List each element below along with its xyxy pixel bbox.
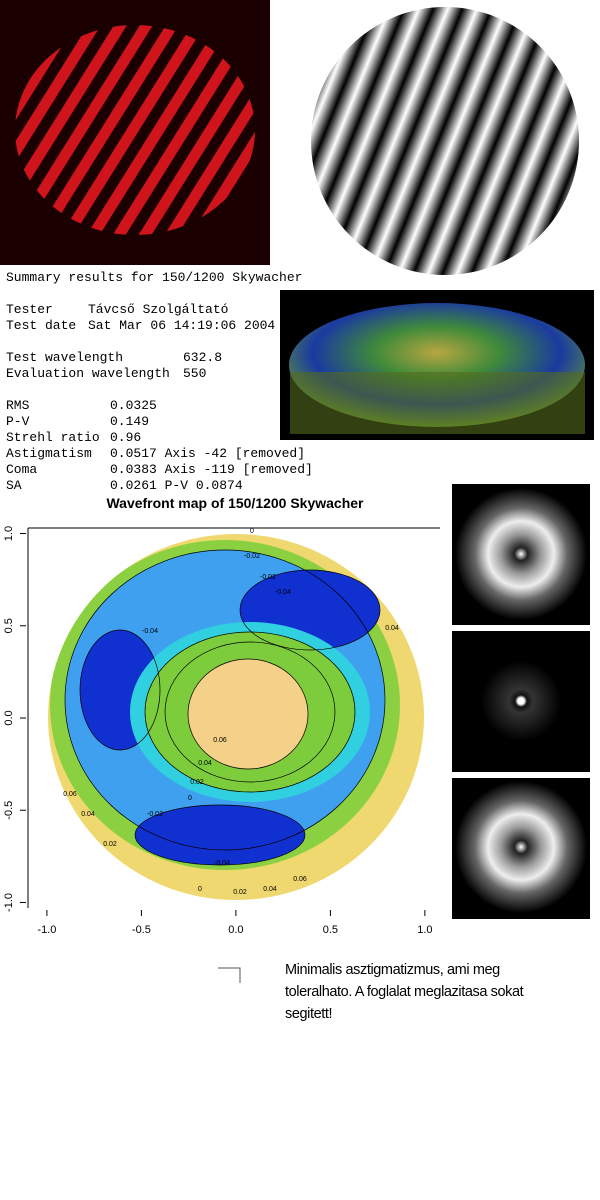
contour-label: 0.06 — [293, 876, 307, 883]
summary-label: Evaluation wavelength — [6, 366, 170, 381]
synthetic-fringes — [311, 7, 579, 275]
summary-label: SA — [6, 478, 22, 493]
y-tick-label: 0.0 — [3, 710, 15, 725]
summary-value: 0.149 — [110, 414, 149, 429]
summary-label: Tester — [6, 302, 53, 317]
summary-value: 0.96 — [110, 430, 141, 445]
contour-label: -0.04 — [275, 589, 291, 596]
contour-label: -0.02 — [147, 811, 163, 818]
summary-value: 0.0261 P-V 0.0874 — [110, 478, 243, 493]
y-tick-label: -0.5 — [3, 801, 15, 820]
y-tick-label: -1.0 — [3, 893, 15, 912]
contour-label: 0 — [198, 886, 202, 893]
decoration — [218, 967, 241, 983]
x-tick-label: 0.5 — [323, 924, 338, 936]
chart-title: Wavefront map of 150/1200 Skywacher — [106, 495, 364, 511]
contour-label: 0.06 — [213, 737, 227, 744]
summary-value: Sat Mar 06 14:19:06 2004 — [88, 318, 275, 333]
summary-label: Astigmatism — [6, 446, 92, 461]
contour-label: 0.04 — [385, 625, 399, 632]
summary-label: Coma — [6, 462, 37, 477]
contour-label: 0.04 — [198, 760, 212, 767]
summary-label: Strehl ratio — [6, 430, 100, 445]
summary-value: 0.0383 Axis -119 [removed] — [110, 462, 313, 477]
x-tick-label: 1.0 — [417, 924, 432, 936]
summary-value: 632.8 — [183, 350, 222, 365]
caption: toleralhato. A foglalat meglazitasa soka… — [285, 984, 524, 1000]
x-tick-label: -0.5 — [132, 924, 151, 936]
star-test — [455, 488, 587, 620]
contour-label: -0.04 — [214, 860, 230, 867]
summary-value: Távcső Szolgáltató — [88, 302, 228, 317]
summary-value: 550 — [183, 366, 206, 381]
contour-label: 0.02 — [190, 779, 204, 786]
contour-label: 0 — [250, 528, 254, 535]
summary-value: 0.0325 — [110, 398, 157, 413]
star-test — [481, 661, 561, 741]
summary-label: P-V — [6, 414, 30, 429]
y-tick-label: 1.0 — [3, 526, 15, 541]
contour-label: 0 — [188, 795, 192, 802]
contour-label: 0.04 — [81, 811, 95, 818]
caption: Minimalis asztigmatizmus, ami meg — [285, 962, 500, 978]
summary-label: RMS — [6, 398, 30, 413]
x-tick-label: 0.0 — [228, 924, 243, 936]
interferogram — [15, 25, 255, 235]
star-test — [455, 781, 587, 913]
summary-label: Test date — [6, 318, 76, 333]
contour-label: 0.02 — [103, 841, 117, 848]
caption: segitett! — [285, 1006, 332, 1022]
y-tick-label: 0.5 — [3, 618, 15, 633]
contour-label: -0.02 — [260, 574, 276, 581]
contour-label: 0.02 — [233, 889, 247, 896]
summary-value: 0.0517 Axis -42 [removed] — [110, 446, 305, 461]
render-3d-edge — [290, 372, 585, 434]
wavefront-map — [48, 534, 424, 900]
summary-label: Test wavelength — [6, 350, 123, 365]
contour-label: -0.04 — [142, 628, 158, 635]
contour-label: 0.06 — [63, 791, 77, 798]
contour-label: 0.04 — [263, 886, 277, 893]
x-tick-label: -1.0 — [37, 924, 56, 936]
summary-title: Summary results for 150/1200 Skywacher — [6, 270, 302, 285]
contour-label: -0.02 — [244, 553, 260, 560]
